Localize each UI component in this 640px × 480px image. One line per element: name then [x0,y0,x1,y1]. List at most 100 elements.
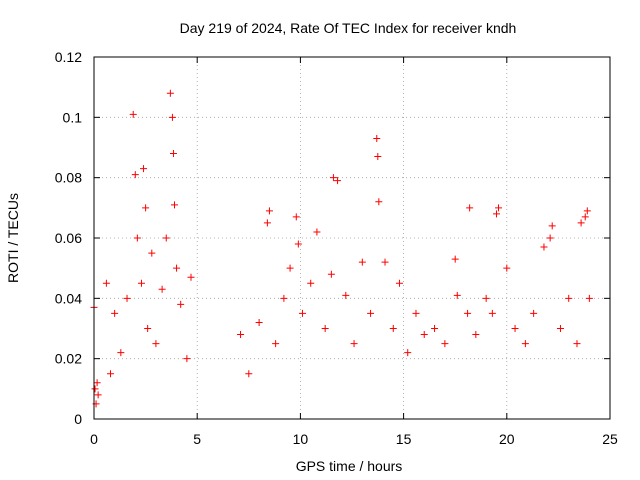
data-points [90,89,593,408]
y-tick-label: 0.08 [55,170,82,186]
data-point [131,171,139,179]
data-point [453,291,461,299]
data-point [488,309,496,317]
data-point [373,134,381,142]
data-point [307,279,315,287]
data-point [342,291,350,299]
data-point [173,264,181,272]
data-point [102,279,110,287]
data-point [334,177,342,185]
data-point [329,174,337,182]
data-point [292,213,300,221]
data-point [137,279,145,287]
data-point [162,234,170,242]
data-point [169,150,177,158]
data-point [245,370,253,378]
data-point [255,318,263,326]
data-point [350,340,358,348]
y-tick-label: 0.04 [55,290,82,306]
data-point [441,340,449,348]
data-point [389,325,397,332]
y-tick-label: 0.12 [55,49,82,65]
data-point [482,294,490,302]
data-point [107,370,115,378]
data-point [148,249,156,257]
data-point [129,110,137,118]
x-tick-label: 5 [193,431,201,447]
data-point [583,207,591,215]
data-point [237,331,245,339]
data-point [577,219,585,227]
data-point [327,270,335,278]
data-point [117,349,125,357]
data-point [168,113,176,121]
x-tick-label: 10 [293,431,309,447]
data-point [111,309,119,317]
data-point [503,264,511,272]
data-point [530,309,538,317]
data-point [166,89,174,97]
data-point [142,204,150,212]
data-point [140,165,148,173]
data-point [280,294,288,302]
data-point [286,264,294,272]
data-point [321,325,329,332]
data-point [585,294,593,302]
data-point [521,340,529,348]
data-point [93,379,101,387]
grid-lines [94,57,610,419]
data-point [91,385,99,393]
axes: 0 0.02 0.04 0.06 0.08 0.1 0.12 0 5 10 15 20 25 [55,49,618,447]
x-tick-label: 20 [499,431,515,447]
data-point [374,153,382,161]
data-point [381,258,389,266]
data-point [573,340,581,348]
data-point [451,255,459,263]
y-tick-label: 0.06 [55,230,82,246]
data-point [472,331,480,339]
data-point [133,234,141,242]
data-point [152,340,160,348]
data-point [367,309,375,317]
data-point [511,325,519,332]
data-point [546,234,554,242]
data-point [94,391,102,399]
x-tick-label: 0 [90,431,98,447]
data-point [358,258,366,266]
data-point [495,204,503,212]
data-point [581,213,589,221]
data-point [298,309,306,317]
data-point [548,222,556,230]
data-point [144,325,152,332]
y-tick-label: 0.1 [63,109,83,125]
data-point [420,331,428,339]
data-point [294,240,302,248]
plot-frame [93,56,611,420]
data-point [183,355,191,363]
data-point [187,273,195,281]
data-point [412,309,420,317]
data-point [272,340,280,348]
y-tick-label: 0 [74,411,82,427]
data-point [565,294,573,302]
data-point [395,279,403,287]
data-point [466,204,474,212]
x-tick-label: 15 [396,431,412,447]
data-point [556,325,564,332]
data-point [375,198,383,206]
x-axis-label: GPS time / hours [296,458,403,474]
x-tick-label: 25 [602,431,618,447]
data-point [464,309,472,317]
data-point [263,219,271,227]
data-point [540,243,548,251]
data-point [431,325,439,332]
y-axis-label: ROTI / TECUs [5,193,21,283]
data-point [177,300,185,308]
data-point [265,207,273,215]
data-point [123,294,131,302]
data-point [313,228,321,236]
data-point [170,201,178,209]
data-point [404,349,412,357]
data-point [158,285,166,293]
